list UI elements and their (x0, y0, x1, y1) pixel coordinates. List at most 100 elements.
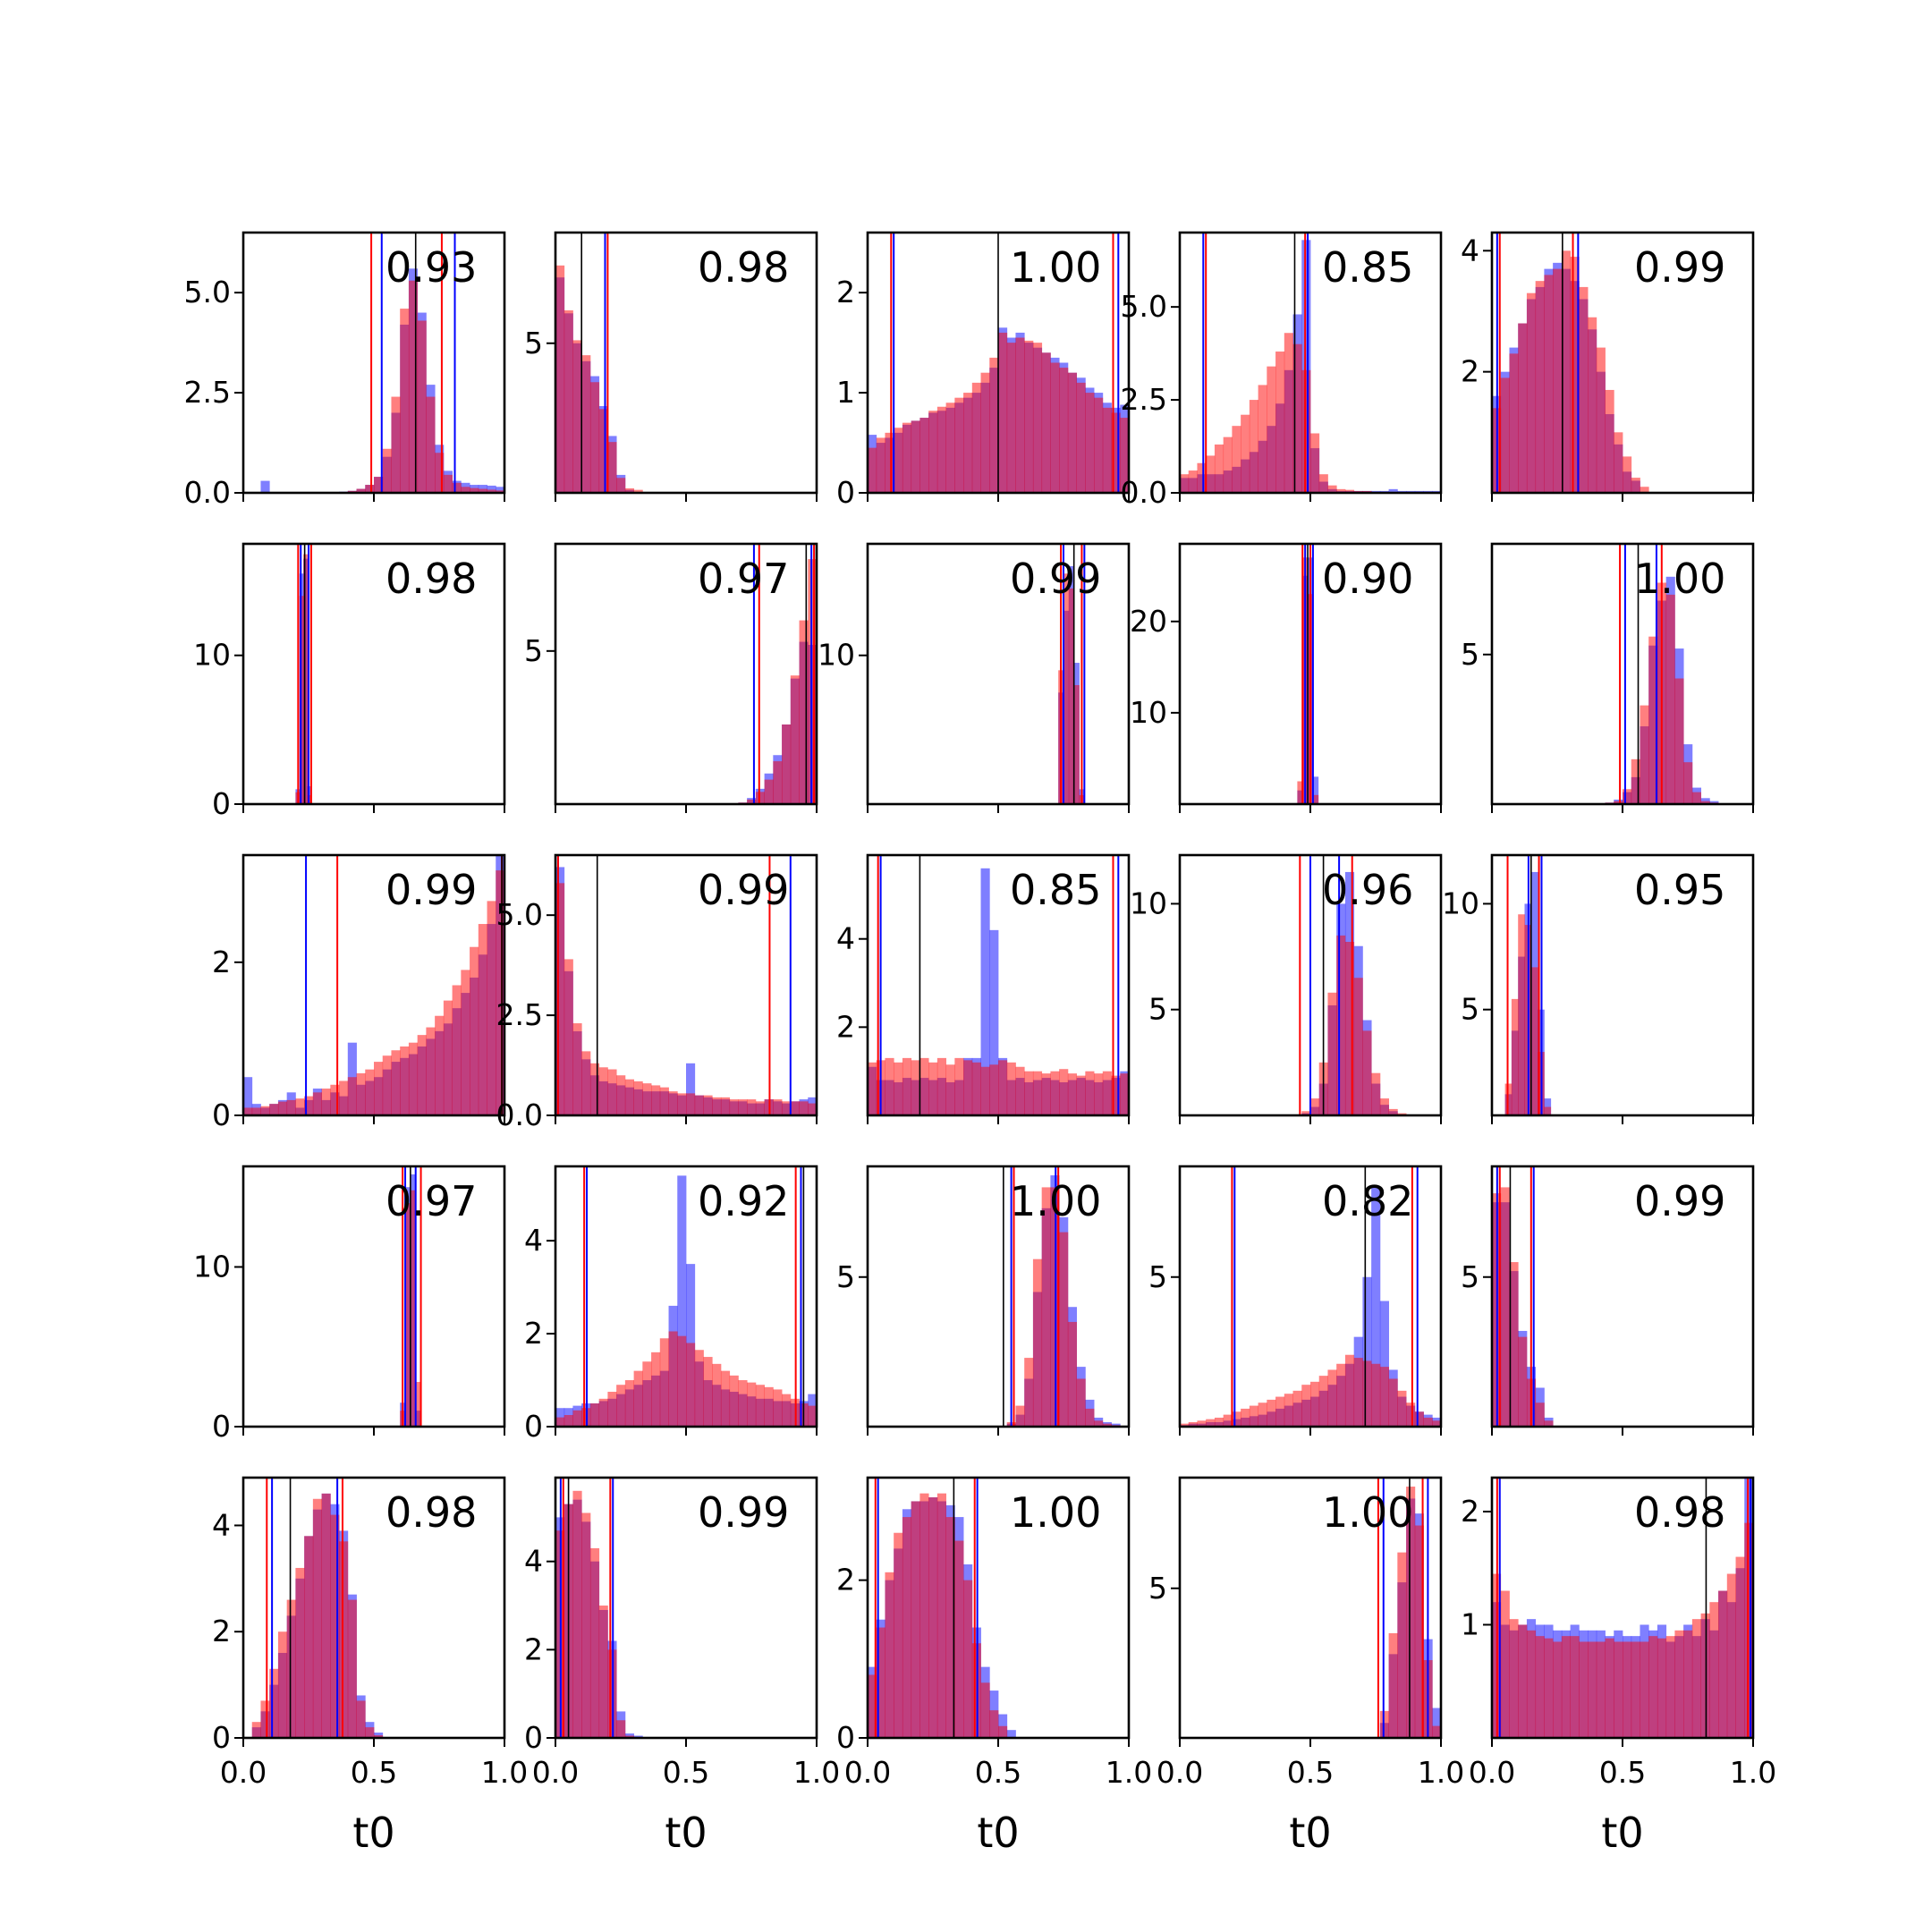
red-bar (277, 1631, 288, 1738)
y-tick-label: 4 (836, 921, 855, 956)
red-bar (452, 985, 462, 1115)
red-bar (1015, 337, 1025, 493)
panel-4-4: 50.82 (1148, 1165, 1443, 1436)
red-bar (304, 1536, 314, 1738)
y-tick-label: 10 (1442, 886, 1479, 920)
blue-bar (1432, 1707, 1441, 1738)
red-bar (902, 422, 912, 493)
red-bar (1588, 317, 1597, 493)
x-axis-label: t0 (352, 1809, 394, 1857)
red-bar (642, 1361, 652, 1427)
red-bar (564, 1415, 573, 1427)
red-bar (894, 428, 903, 493)
red-bar (894, 1532, 903, 1738)
blue-bar (686, 1063, 696, 1115)
red-bar (1623, 1641, 1632, 1738)
score-label: 0.85 (1322, 243, 1413, 292)
score-label: 1.00 (1010, 1177, 1101, 1225)
panel-2-2: 50.97 (524, 542, 818, 813)
score-label: 0.95 (1634, 866, 1725, 914)
y-tick-label: 4 (212, 1507, 231, 1542)
red-bar (260, 1106, 270, 1115)
red-bar (400, 309, 410, 493)
red-bar (738, 1380, 748, 1427)
y-tick-label: 0.0 (1121, 475, 1167, 510)
red-bar (1223, 436, 1233, 493)
red-bar (1327, 485, 1337, 493)
y-tick-label: 2 (1461, 354, 1479, 389)
red-bar (1397, 1552, 1407, 1738)
red-bar (1284, 1394, 1293, 1427)
y-tick-label: 10 (1130, 695, 1167, 730)
x-axis-label: t0 (665, 1809, 707, 1857)
red-bar (773, 761, 783, 804)
panel-1-2: 50.98 (524, 231, 818, 502)
red-bar (435, 453, 445, 493)
red-bar (1015, 1066, 1025, 1115)
red-bar (1665, 594, 1675, 804)
y-tick-label: 5.0 (496, 897, 543, 932)
y-tick-label: 0 (212, 1409, 231, 1444)
red-bar (589, 1547, 600, 1738)
y-tick-label: 10 (818, 638, 855, 673)
y-tick-label: 2 (524, 1316, 543, 1351)
score-label: 0.90 (1322, 555, 1413, 603)
red-bar (1379, 1367, 1389, 1427)
red-bar (651, 1352, 661, 1427)
score-label: 0.99 (386, 866, 477, 914)
red-bar (945, 402, 955, 493)
red-bar (555, 265, 565, 493)
red-bar (1648, 636, 1658, 804)
red-bar (1067, 1073, 1077, 1115)
red-bar (1258, 1402, 1267, 1427)
score-label: 0.97 (386, 1177, 477, 1225)
red-bar (755, 1385, 765, 1427)
red-bar (911, 1060, 920, 1115)
red-bar (304, 1096, 314, 1115)
red-bar (408, 1042, 419, 1115)
red-bar (659, 1087, 669, 1115)
blue-bar (1362, 1276, 1372, 1427)
red-bar (1353, 978, 1363, 1115)
red-bar (764, 779, 774, 804)
red-bar (1544, 1420, 1554, 1427)
red-bar (703, 1095, 713, 1115)
blue-bar (1301, 240, 1311, 493)
red-bar (1310, 1381, 1320, 1427)
y-tick-label: 10 (193, 1249, 231, 1284)
red-bar (1197, 1420, 1207, 1427)
x-tick-label: 1.0 (1418, 1755, 1464, 1790)
red-bar (415, 1382, 421, 1427)
red-bar (686, 1093, 696, 1115)
plot-area (555, 233, 643, 493)
red-bar (1544, 275, 1554, 493)
red-bar (624, 487, 634, 493)
red-bar (1371, 1363, 1381, 1427)
red-bar (365, 1069, 375, 1115)
red-bar (1292, 1390, 1302, 1427)
red-bar (1120, 418, 1129, 493)
score-label: 1.00 (1010, 243, 1101, 292)
red-bar (1094, 397, 1104, 493)
red-bar (1336, 1363, 1346, 1427)
blue-bar (487, 485, 496, 493)
red-bar (738, 1099, 748, 1115)
red-bar (598, 409, 608, 493)
red-bar (382, 1055, 392, 1115)
red-bar (764, 1386, 774, 1427)
red-bar (1206, 455, 1216, 493)
plot-area (555, 1478, 643, 1738)
red-bar (1605, 1638, 1614, 1738)
red-bar (1623, 456, 1632, 493)
red-bar (1059, 1232, 1069, 1427)
red-bar (1032, 1071, 1043, 1115)
red-bar (1509, 353, 1519, 493)
red-bar (1379, 1710, 1389, 1738)
panel-5-1: 0 2 4 0.0 0.5 1.0 0.98 (212, 1476, 528, 1790)
plot-area (295, 544, 312, 804)
red-bar (330, 1514, 340, 1738)
x-tick-label: 1.0 (481, 1755, 528, 1790)
red-bar (1301, 369, 1311, 493)
red-bar (1241, 414, 1250, 493)
red-bar (1085, 1408, 1095, 1427)
